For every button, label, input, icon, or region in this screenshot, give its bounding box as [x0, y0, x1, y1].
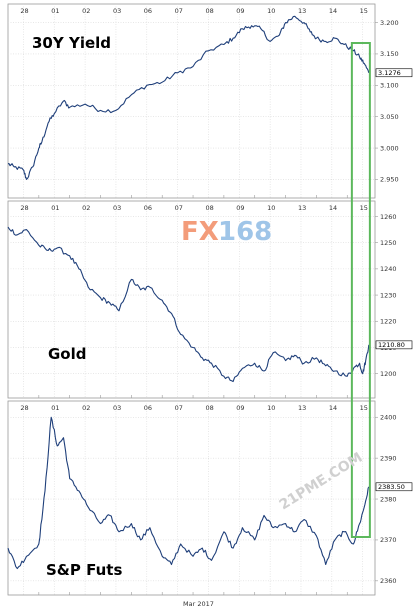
series-line — [7, 416, 370, 570]
x-tick-label: 03 — [113, 404, 121, 412]
y-tick-label: 1240 — [380, 265, 397, 273]
panel-title: 30Y Yield — [32, 34, 111, 52]
x-tick-label: 10 — [267, 7, 275, 15]
panel-3: 28 01 02 03 06 07 08 09 10 13 14 15 2360 2370 2380 2390… — [7, 400, 413, 596]
y-tick-label: 3.150 — [380, 50, 399, 58]
watermark-168: 168 — [218, 217, 272, 247]
series-line — [7, 15, 370, 180]
current-value-box — [375, 68, 413, 78]
y-tick-label: 3.000 — [380, 144, 399, 152]
x-tick-label: 02 — [82, 404, 90, 412]
x-tick-label: 14 — [329, 404, 337, 412]
x-tick-label: 02 — [82, 204, 90, 212]
x-tick-label: 15 — [360, 7, 368, 15]
x-tick-label: 10 — [267, 204, 275, 212]
panel-frame — [7, 400, 376, 596]
y-tick-label: 1260 — [380, 213, 397, 221]
x-tick-label: 13 — [298, 7, 306, 15]
x-tick-label: 03 — [113, 7, 121, 15]
current-value-box — [375, 340, 413, 350]
panel-1: 28 01 02 03 06 07 08 09 10 13 14 15 2.950 3.000 3.050 3… — [7, 3, 413, 199]
x-tick-label: 08 — [205, 204, 213, 212]
y-tick-label: 2390 — [380, 454, 397, 462]
x-tick-label: 28 — [20, 7, 28, 15]
x-tick-label: 13 — [298, 204, 306, 212]
x-tick-label: 06 — [144, 404, 152, 412]
series-line — [7, 226, 370, 383]
x-tick-label: 14 — [329, 7, 337, 15]
x-tick-label: 02 — [82, 7, 90, 15]
x-tick-label: 06 — [144, 7, 152, 15]
y-tick-label: 1230 — [380, 291, 397, 299]
current-value-label: 3.1276 — [378, 69, 401, 77]
x-tick-label: 08 — [205, 404, 213, 412]
x-tick-label: 14 — [329, 204, 337, 212]
y-tick-label: 3.200 — [380, 19, 399, 27]
month-label: Mar 2017 — [183, 600, 214, 608]
x-tick-label: 09 — [236, 7, 244, 15]
y-tick-label: 3.100 — [380, 82, 399, 90]
x-tick-label: 01 — [51, 404, 59, 412]
x-tick-label: 07 — [175, 7, 183, 15]
x-tick-label: 08 — [205, 7, 213, 15]
y-tick-label: 2380 — [380, 495, 397, 503]
current-value-box — [375, 482, 413, 492]
x-tick-label: 09 — [236, 204, 244, 212]
y-tick-label: 2370 — [380, 536, 397, 544]
x-tick-label: 01 — [51, 7, 59, 15]
x-tick-label: 06 — [144, 204, 152, 212]
panel-frame — [7, 200, 376, 399]
y-tick-label: 2360 — [380, 577, 397, 585]
x-tick-label: 13 — [298, 404, 306, 412]
panel-title: Gold — [48, 345, 87, 363]
highlight-box — [350, 42, 371, 538]
chart-panels: 28 01 02 03 06 07 08 09 10 13 14 15 2.950 3.000 3.050 3… — [7, 3, 413, 596]
x-tick-label: 03 — [113, 204, 121, 212]
x-tick-label: 10 — [267, 404, 275, 412]
x-tick-label: 07 — [175, 204, 183, 212]
watermark-fx: FX — [181, 217, 219, 247]
x-tick-label: 28 — [20, 404, 28, 412]
y-tick-label: 3.050 — [380, 113, 399, 121]
x-tick-label: 07 — [175, 404, 183, 412]
x-tick-label: 15 — [360, 204, 368, 212]
current-value-label: 2383.50 — [378, 483, 405, 491]
y-tick-label: 2400 — [380, 414, 397, 422]
x-tick-label: 15 — [360, 404, 368, 412]
y-tick-label: 1200 — [380, 370, 397, 378]
y-tick-label: 1220 — [380, 318, 397, 326]
panel-title: S&P Futs — [46, 561, 122, 579]
y-tick-label: 1250 — [380, 239, 397, 247]
x-tick-label: 01 — [51, 204, 59, 212]
panel-2: 2801020306070809101314151200121012201230… — [7, 200, 413, 399]
current-value-label: 1210.80 — [378, 341, 405, 349]
highlight-layer — [350, 42, 371, 538]
x-tick-label: 28 — [20, 204, 28, 212]
x-tick-label: 09 — [236, 404, 244, 412]
y-tick-label: 2.950 — [380, 176, 399, 184]
